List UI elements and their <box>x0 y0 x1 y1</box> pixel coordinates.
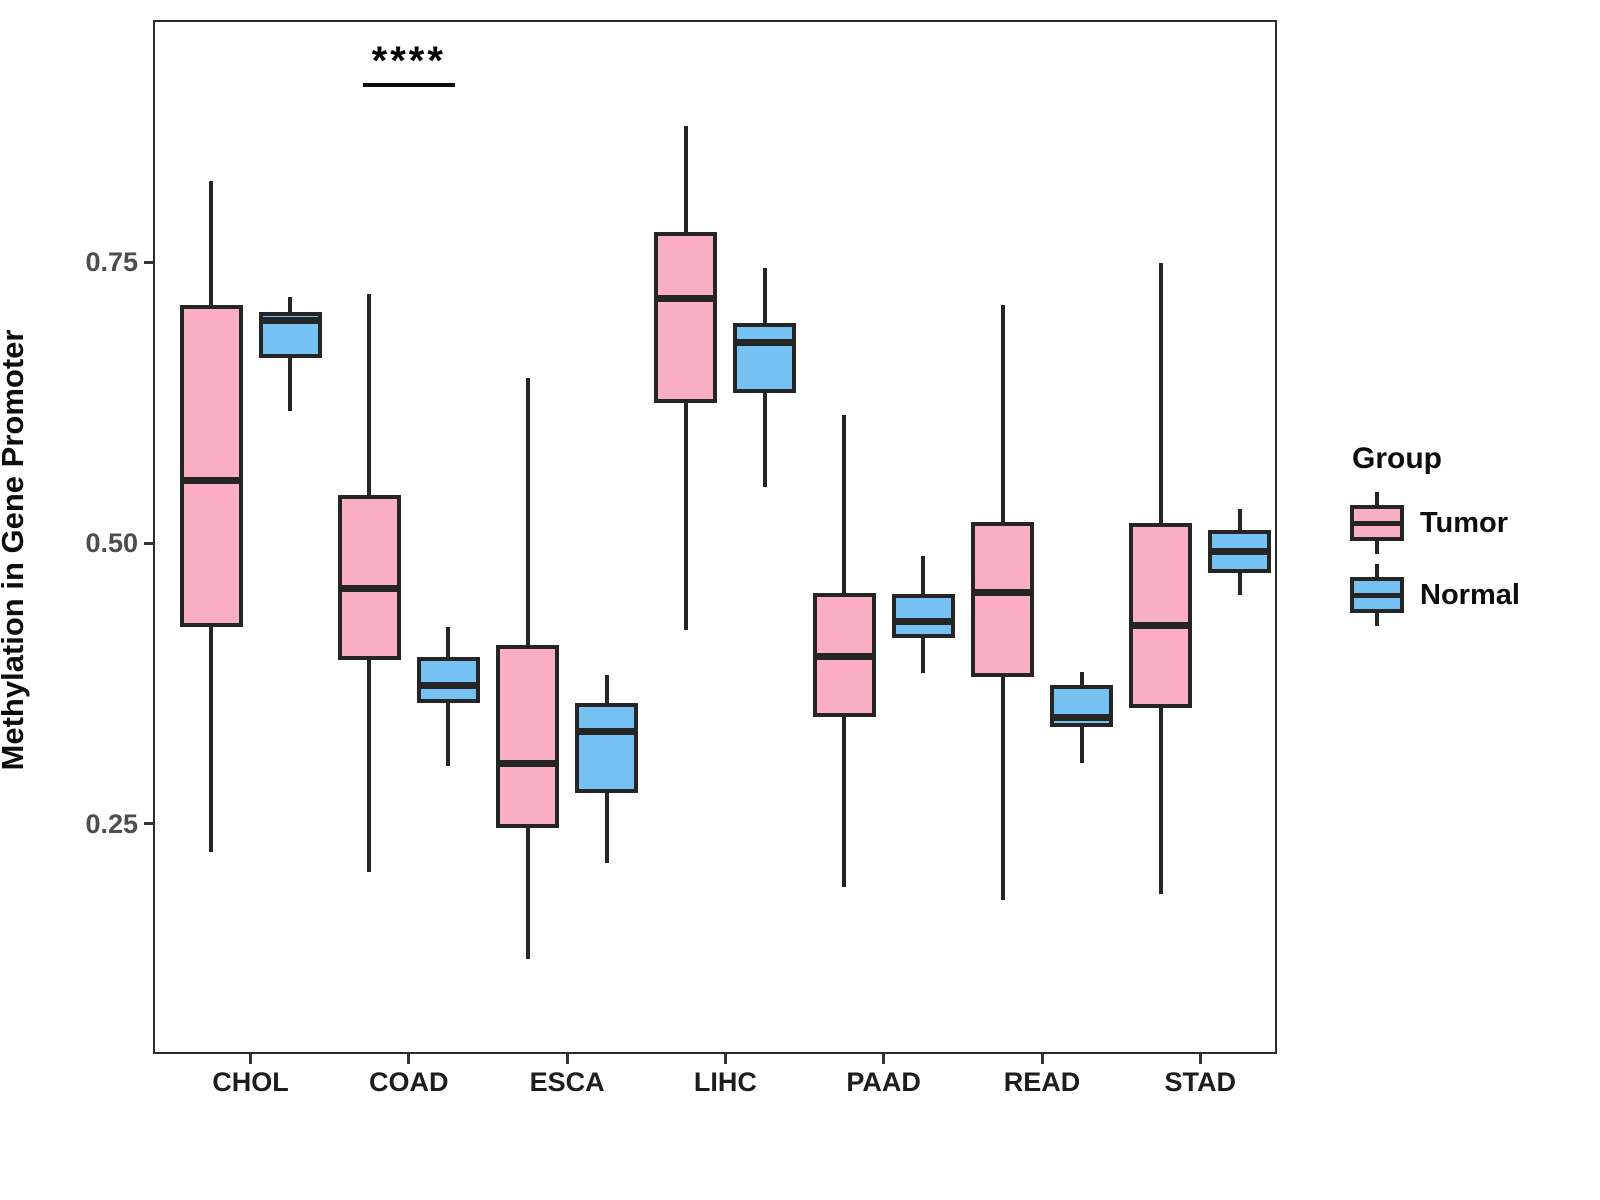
median-read-normal <box>1054 713 1109 721</box>
median-lihc-normal <box>737 338 793 346</box>
legend-item-normal: Normal <box>1338 564 1588 626</box>
x-axis-label-esca: ESCA <box>529 1067 605 1097</box>
box-paad-tumor <box>812 592 876 718</box>
y-axis-tick <box>144 822 154 826</box>
box-lihc-tumor <box>654 232 718 403</box>
box-coad-normal <box>416 656 480 703</box>
box-chol-tumor <box>179 305 243 628</box>
box-esca-tumor <box>496 645 560 829</box>
x-axis-label-coad: COAD <box>369 1067 449 1097</box>
box-read-normal <box>1050 684 1113 728</box>
box-read-tumor <box>971 521 1034 677</box>
box-stad-tumor <box>1129 522 1193 709</box>
x-axis-tick <box>1040 1054 1044 1064</box>
y-axis-tick <box>144 541 154 545</box>
median-stad-tumor <box>1133 621 1189 629</box>
key-box <box>1350 577 1404 613</box>
box-lihc-normal <box>733 323 797 393</box>
legend-item-tumor: Tumor <box>1338 492 1588 554</box>
legend-label: Normal <box>1420 578 1520 611</box>
box-stad-normal <box>1208 529 1272 574</box>
key-median <box>1354 592 1400 598</box>
y-axis-title: Methylation in Gene Promoter <box>0 329 30 771</box>
significance-stars: **** <box>371 38 446 83</box>
y-axis-tick-label: 0.75 <box>85 247 138 278</box>
x-axis-tick <box>1198 1054 1202 1064</box>
x-axis-label-paad: PAAD <box>846 1067 921 1097</box>
x-axis-tick <box>565 1054 569 1064</box>
median-coad-tumor <box>341 584 397 592</box>
significance-line <box>362 82 455 87</box>
boxplot-key-icon <box>1350 564 1404 626</box>
key-median <box>1354 520 1400 526</box>
x-axis-tick <box>882 1054 886 1064</box>
median-coad-normal <box>420 682 476 690</box>
y-axis-tick-label: 0.25 <box>85 808 138 839</box>
plot-panel <box>153 20 1277 1054</box>
y-axis-tick <box>144 260 154 264</box>
legend-label: Tumor <box>1420 506 1509 539</box>
legend-title: Group <box>1352 442 1442 475</box>
median-esca-normal <box>579 728 635 736</box>
median-paad-tumor <box>816 653 872 661</box>
median-stad-normal <box>1212 547 1268 555</box>
key-box <box>1350 505 1404 541</box>
median-lihc-tumor <box>658 294 714 302</box>
x-axis-tick <box>723 1054 727 1064</box>
median-paad-normal <box>895 618 951 626</box>
median-read-tumor <box>975 589 1030 597</box>
median-chol-normal <box>262 317 318 325</box>
boxplot-key-icon <box>1350 492 1404 554</box>
x-axis-label-read: READ <box>1003 1067 1081 1097</box>
box-coad-tumor <box>337 494 401 660</box>
x-axis-label-stad: STAD <box>1164 1067 1237 1097</box>
x-axis-label-chol: CHOL <box>212 1067 289 1097</box>
median-esca-tumor <box>500 759 556 767</box>
legend: Group Tumor Normal <box>1338 442 1588 636</box>
median-chol-tumor <box>183 476 239 484</box>
box-esca-normal <box>575 702 639 793</box>
y-axis-tick-label: 0.50 <box>85 528 138 559</box>
box-chol-normal <box>258 311 322 358</box>
x-axis-tick <box>407 1054 411 1064</box>
x-axis-tick <box>249 1054 252 1064</box>
x-axis-label-lihc: LIHC <box>693 1067 757 1097</box>
box-paad-normal <box>891 593 955 638</box>
